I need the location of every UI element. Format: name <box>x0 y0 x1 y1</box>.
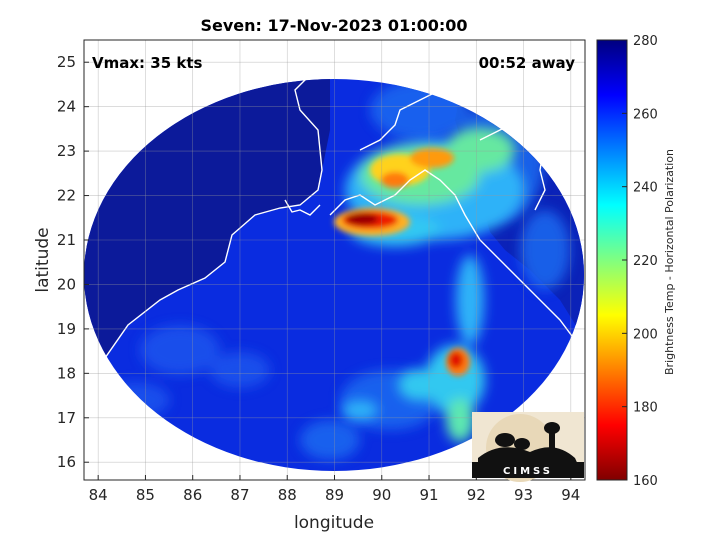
x-tick-label: 87 <box>230 486 249 504</box>
x-tick-label: 85 <box>136 486 155 504</box>
colorbar-tick-label: 240 <box>633 181 658 196</box>
chart-title: Seven: 17-Nov-2023 01:00:00 <box>200 16 467 35</box>
colorbar-label: Brightness Temp - Horizontal Polarizatio… <box>663 149 676 375</box>
x-tick-label: 92 <box>467 486 486 504</box>
colorbar-tick-label: 220 <box>633 254 658 269</box>
y-tick-label: 16 <box>57 453 76 471</box>
x-tick-label: 89 <box>325 486 344 504</box>
axes-box <box>83 39 586 481</box>
coastline <box>84 40 585 366</box>
x-tick-label: 86 <box>183 486 202 504</box>
y-tick-label: 22 <box>57 187 76 205</box>
colorbar-tick-label: 200 <box>633 327 658 342</box>
colorbar-tick-label: 180 <box>633 401 658 416</box>
x-tick-label: 84 <box>89 486 108 504</box>
colorbar-tick-label: 280 <box>633 34 658 49</box>
cimss-logo-text: CIMSS <box>503 466 553 477</box>
y-tick-label: 19 <box>57 320 76 338</box>
cold-cores <box>334 148 470 376</box>
x-axis-label: longitude <box>294 513 374 533</box>
cimss-logo: CIMSS <box>472 412 584 482</box>
x-tick-label: 93 <box>514 486 533 504</box>
y-tick-label: 20 <box>57 275 76 293</box>
x-tick-labels: 84 85 86 87 88 89 90 91 92 93 94 <box>89 486 581 504</box>
y-axis-label: latitude <box>33 227 53 292</box>
vmax-annotation: Vmax: 35 kts <box>92 54 202 72</box>
colorbar-tick-label: 260 <box>633 107 658 122</box>
y-tick-label: 23 <box>57 142 76 160</box>
x-tick-label: 88 <box>278 486 297 504</box>
y-tick-label: 24 <box>57 98 76 116</box>
x-tick-label: 90 <box>372 486 391 504</box>
x-tick-label: 94 <box>561 486 580 504</box>
x-tick-label: 91 <box>419 486 438 504</box>
y-tick-label: 21 <box>57 231 76 249</box>
y-tick-labels: 16 17 18 19 20 21 22 23 24 25 <box>57 53 76 471</box>
y-tick-label: 18 <box>57 364 76 382</box>
time-away-annotation: 00:52 away <box>479 54 576 72</box>
colorbar-tick-label: 160 <box>633 474 658 489</box>
y-tick-label: 25 <box>57 53 76 71</box>
colorbar-tick-labels: 160 180 200 220 240 260 280 <box>622 34 658 489</box>
y-tick-label: 17 <box>57 409 76 427</box>
